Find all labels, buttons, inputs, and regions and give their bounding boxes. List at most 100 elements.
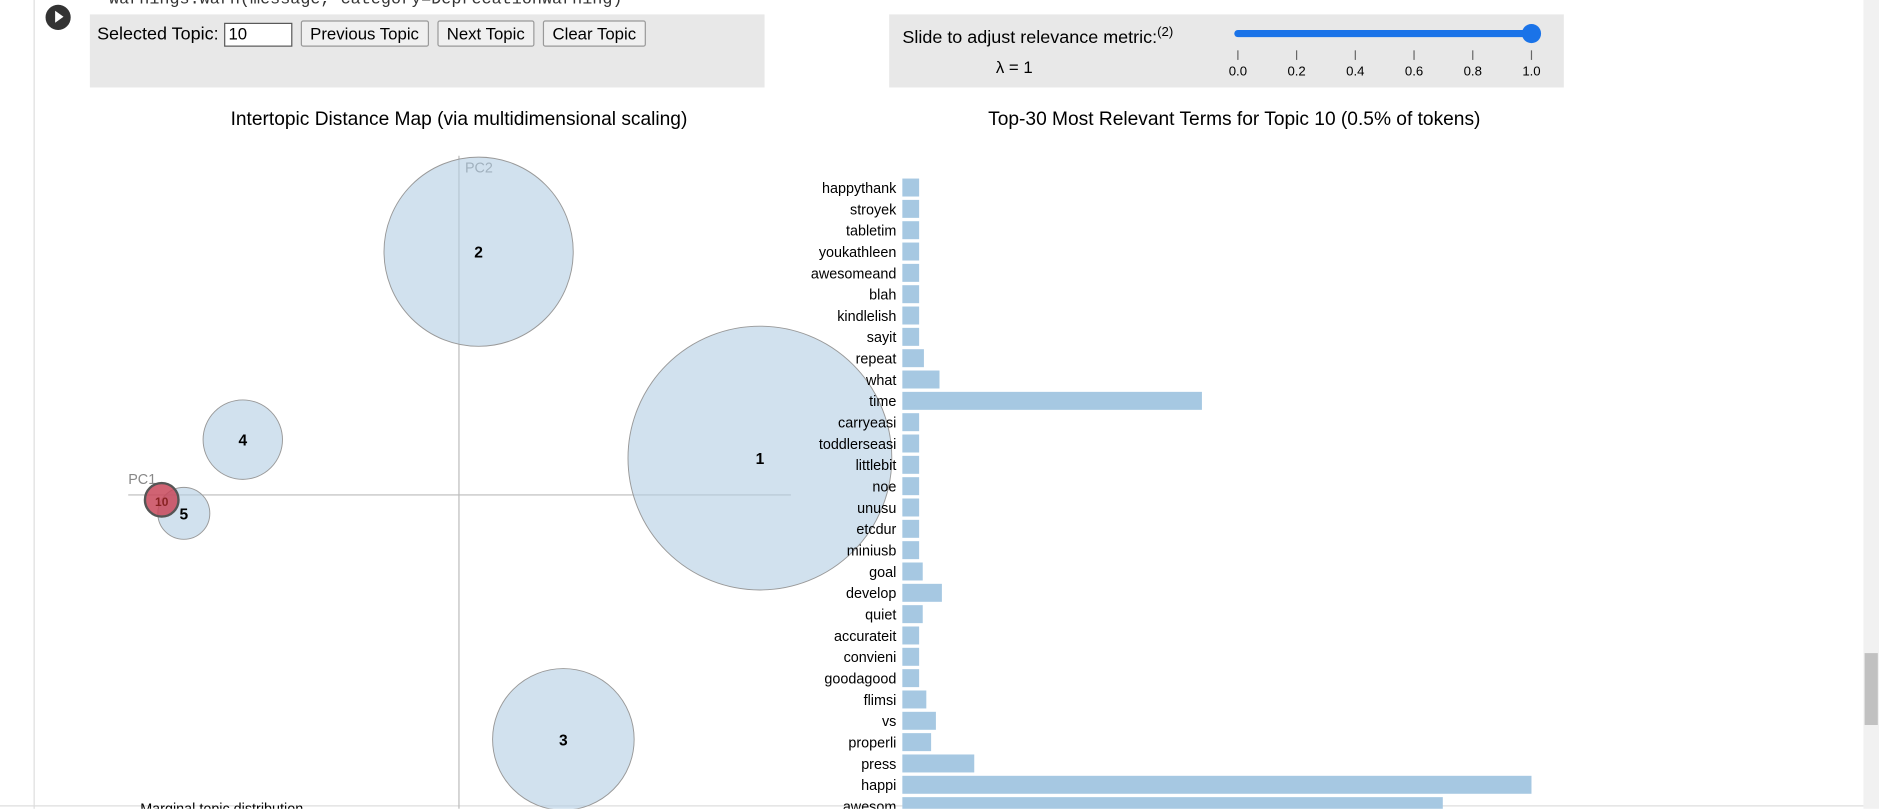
code-output: warnings.warn(message, category=Deprecat… (109, 0, 623, 10)
term-bar (902, 498, 920, 517)
topic-label: 5 (179, 506, 188, 523)
topic-label: 1 (756, 451, 765, 468)
term-bar (902, 263, 920, 282)
term-bar (902, 391, 1202, 410)
scrollbar[interactable] (1863, 0, 1879, 809)
term-bar (902, 221, 920, 240)
run-button[interactable] (45, 4, 71, 30)
topic-circle[interactable] (627, 325, 893, 591)
term-bar (902, 242, 920, 261)
topic-circle[interactable] (492, 668, 635, 809)
term-bar (902, 199, 920, 218)
term-bar (902, 669, 920, 688)
term-bar (902, 519, 920, 538)
term-label: toddlerseasi (819, 437, 897, 453)
term-label: tabletim (846, 224, 896, 240)
term-bar (902, 413, 920, 432)
term-bar (902, 370, 940, 389)
topic-label: 4 (238, 433, 247, 450)
term-label: properli (848, 736, 896, 752)
prev-button[interactable]: Previous Topic (300, 20, 429, 47)
term-label: flimsi (864, 693, 897, 709)
term-label: happi (861, 778, 896, 794)
slider-label-wrap: Slide to adjust relevance metric:(2) (902, 25, 1173, 48)
term-label: etcdur (856, 522, 896, 538)
term-label: repeat (856, 352, 897, 368)
slider-tick-label: 0.2 (1287, 63, 1305, 78)
term-label: unusu (857, 501, 896, 517)
controls-panel: Selected Topic: 10 Previous Topic Next T… (89, 14, 765, 88)
term-bar (902, 349, 924, 368)
cell-border (33, 0, 35, 809)
footer-label: Marginal topic distribution (140, 802, 303, 809)
slider-tick-label: 0.4 (1346, 63, 1364, 78)
topic-circle[interactable] (202, 399, 283, 480)
clear-button[interactable]: Clear Topic (542, 20, 646, 47)
slider-note: (2) (1157, 25, 1174, 40)
term-bar (902, 306, 920, 325)
term-label: convieni (844, 650, 897, 666)
term-label: time (869, 394, 896, 410)
term-bar (902, 775, 1532, 794)
slider-tick-label: 0.8 (1464, 63, 1482, 78)
term-label: quiet (865, 608, 896, 624)
topic-label: 2 (474, 245, 483, 262)
term-label: carryeasi (838, 416, 896, 432)
topic-label: 3 (559, 732, 568, 749)
term-bar (902, 605, 923, 624)
term-bar (902, 455, 920, 474)
term-bar (902, 733, 932, 752)
term-bar (902, 690, 927, 709)
term-bar (902, 711, 936, 730)
selected-label: Selected Topic: (97, 23, 219, 45)
slider-tick-label: 0.0 (1229, 63, 1247, 78)
topic-label: 10 (155, 495, 169, 509)
bars-title: Top-30 Most Relevant Terms for Topic 10 … (988, 109, 1480, 130)
term-bar (902, 541, 920, 560)
term-bar (902, 327, 920, 346)
slider-knob[interactable] (1521, 23, 1542, 44)
term-label: noe (872, 480, 896, 496)
term-label: youkathleen (819, 245, 897, 261)
term-label: sayit (867, 330, 897, 346)
term-label: blah (869, 288, 896, 304)
term-label: stroyek (850, 202, 897, 218)
term-label: littlebit (856, 458, 897, 474)
term-label: goal (869, 565, 896, 581)
term-bar (902, 285, 920, 304)
term-label: awesom (843, 800, 897, 809)
term-label: develop (846, 586, 896, 602)
slider-label: Slide to adjust relevance metric: (902, 27, 1158, 48)
topic-circle[interactable] (383, 156, 574, 347)
term-label: happythank (822, 181, 897, 197)
term-bar (902, 797, 1443, 809)
topic-input[interactable]: 10 (223, 22, 292, 47)
slider-tick-label: 1.0 (1522, 63, 1540, 78)
term-label: vs (882, 714, 896, 730)
scroll-thumb[interactable] (1864, 653, 1878, 725)
topic-circle[interactable] (143, 481, 180, 518)
term-label: awesomeand (811, 266, 897, 282)
term-bar (902, 754, 975, 773)
term-bar (902, 434, 920, 453)
term-label: kindlelish (837, 309, 896, 325)
term-label: press (861, 757, 896, 773)
slider-tick-label: 0.6 (1405, 63, 1423, 78)
term-label: miniusb (847, 544, 897, 560)
term-bar (902, 477, 920, 496)
term-bar (902, 562, 923, 581)
next-button[interactable]: Next Topic (437, 20, 535, 47)
term-bar (902, 647, 920, 666)
pc1-label: PC1 (128, 472, 156, 488)
term-label: goodagood (824, 672, 896, 688)
term-label: accurateit (834, 629, 896, 645)
lambda-label: λ = 1 (995, 57, 1033, 77)
term-bar (902, 178, 920, 197)
map-title: Intertopic Distance Map (via multidimens… (231, 109, 688, 130)
controls: Selected Topic: 10 Previous Topic Next T… (97, 20, 646, 47)
term-bar (902, 583, 942, 602)
slider-panel: Slide to adjust relevance metric:(2) λ =… (889, 14, 1564, 88)
